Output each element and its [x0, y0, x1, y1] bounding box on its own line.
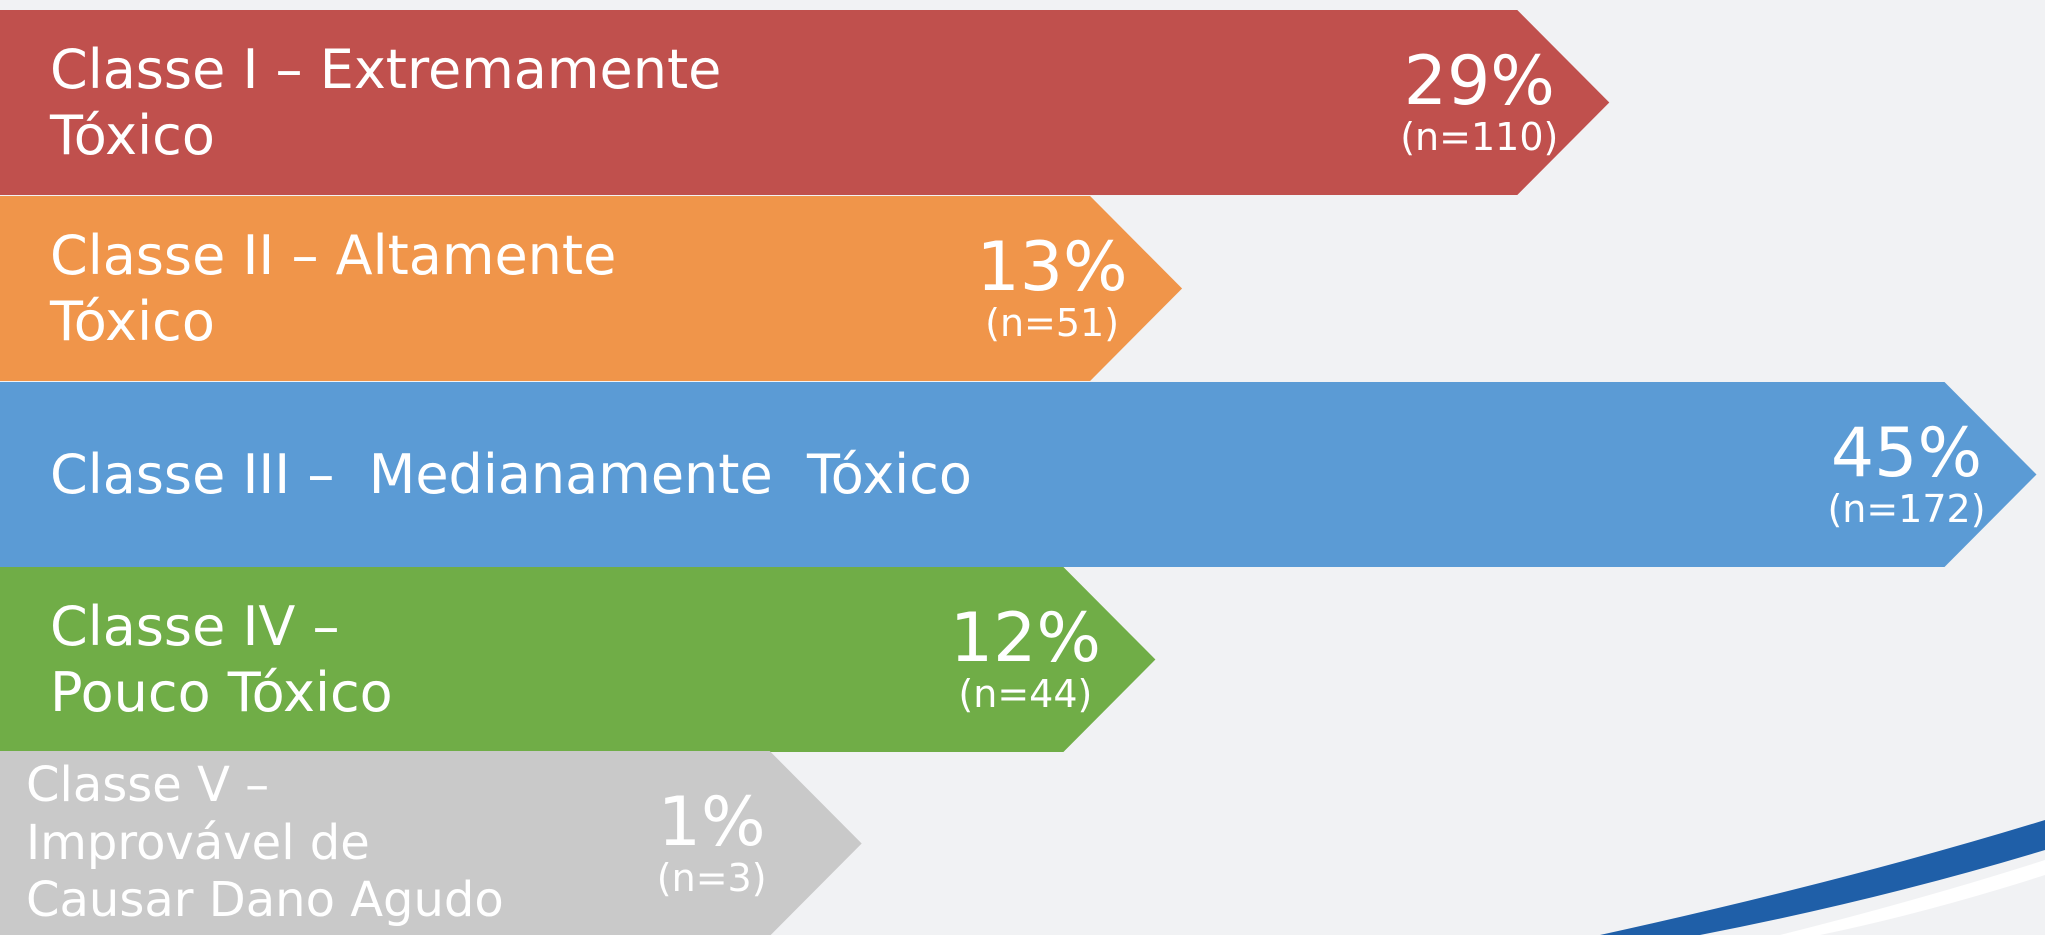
- count-label: (n=3): [656, 856, 767, 901]
- category-label: Classe IV – Pouco Tóxico: [50, 594, 393, 724]
- category-label: Classe II – Altamente Tóxico: [50, 223, 634, 353]
- value-group: 1% (n=3): [562, 751, 862, 935]
- value-label: 1%: [657, 782, 766, 862]
- count-label: (n=110): [1400, 115, 1559, 160]
- arrow-bar: [0, 751, 862, 935]
- arrow-bar: [0, 10, 1610, 195]
- category-label: Classe I – Extremamente Tóxico: [50, 37, 739, 167]
- decor-swoosh: [1600, 820, 2045, 935]
- arrow-bar: [0, 567, 1156, 752]
- value-label: 13%: [976, 227, 1128, 307]
- value-label: 45%: [1830, 413, 1983, 493]
- arrow-bar: [0, 196, 1183, 381]
- value-group: 12% (n=44): [875, 567, 1175, 752]
- category-label: Classe V – Improvável de Causar Dano Agu…: [26, 757, 504, 929]
- value-label: 12%: [949, 598, 1101, 678]
- count-label: (n=44): [958, 672, 1093, 717]
- count-label: (n=172): [1827, 487, 1986, 532]
- arrow-bar: [0, 382, 2037, 567]
- value-group: 45% (n=172): [1757, 382, 2045, 567]
- value-label: 29%: [1403, 41, 1555, 121]
- value-group: 29% (n=110): [1329, 10, 1629, 195]
- category-label: Classe III – Medianamente Tóxico: [50, 442, 972, 506]
- value-group: 13% (n=51): [902, 196, 1202, 381]
- count-label: (n=51): [985, 301, 1120, 346]
